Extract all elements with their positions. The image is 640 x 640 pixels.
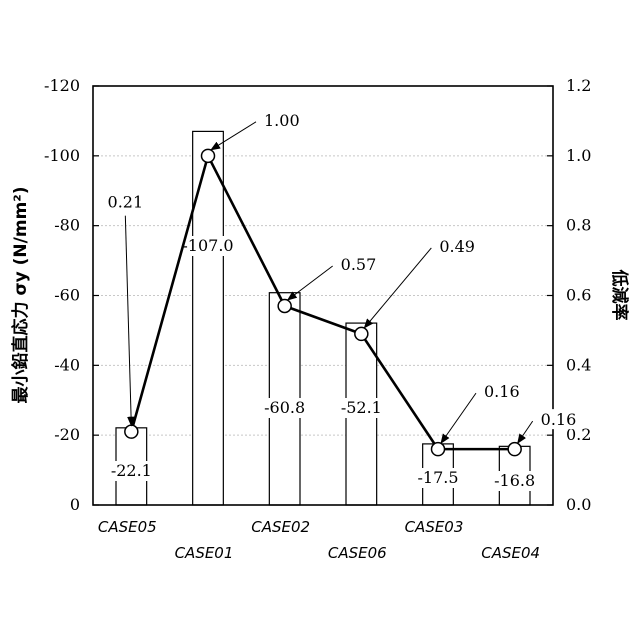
line-label-bg bbox=[480, 381, 524, 402]
right-tick-label: 0.6 bbox=[566, 286, 591, 305]
left-axis-title: 最小鉛直応力 σy (N/mm²) bbox=[10, 186, 31, 403]
right-tick-label: 0.8 bbox=[566, 216, 591, 235]
left-tick-label: 0 bbox=[70, 495, 80, 514]
label-arrow bbox=[363, 247, 432, 329]
line-label-bg bbox=[435, 235, 480, 256]
right-tick-label: 1.0 bbox=[566, 146, 591, 165]
bar-data-label: -17.5 bbox=[417, 468, 458, 487]
line-point bbox=[354, 326, 369, 342]
category-label: CASE04 bbox=[481, 544, 540, 562]
line-path bbox=[130, 154, 515, 451]
left-tick-label: -60 bbox=[54, 286, 80, 305]
line-series bbox=[124, 148, 522, 457]
bar-data-label: -52.1 bbox=[341, 398, 382, 417]
category-label: CASE06 bbox=[328, 544, 387, 562]
bar-data-label: -22.1 bbox=[111, 461, 152, 480]
line-data-label: 0.49 bbox=[439, 237, 475, 256]
label-arrow bbox=[517, 420, 534, 444]
left-tick-label: -20 bbox=[54, 425, 80, 444]
bar-label-bg bbox=[104, 461, 158, 481]
label-arrow bbox=[210, 121, 257, 151]
right-axis-title: 低減率 bbox=[609, 269, 630, 321]
right-axis-ticks: 0.0 0.2 0.4 0.6 0.8 1.0 1.2 bbox=[547, 76, 591, 514]
line-data-labels: 0.21 1.00 0.57 0.49 0.16 0.16 bbox=[103, 109, 581, 444]
left-tick-label: -120 bbox=[44, 76, 80, 95]
bar-data-label: -60.8 bbox=[264, 398, 305, 417]
label-arrow bbox=[124, 215, 136, 427]
category-labels: CASE05 CASE01 CASE02 CASE06 CASE03 CASE04 bbox=[98, 518, 540, 562]
left-tick-label: -80 bbox=[54, 216, 80, 235]
left-tick-label: -40 bbox=[54, 355, 80, 374]
line-point bbox=[200, 148, 216, 164]
line-data-label: 0.21 bbox=[108, 193, 144, 212]
line-label-bg bbox=[103, 191, 148, 212]
line-point bbox=[430, 441, 446, 457]
right-tick-label: 0.4 bbox=[566, 355, 591, 374]
left-tick-label: -100 bbox=[44, 146, 80, 165]
bar-label-bg bbox=[177, 236, 239, 256]
line-point bbox=[277, 298, 292, 314]
line-data-label: 0.16 bbox=[541, 410, 577, 429]
line-data-label: 1.00 bbox=[264, 111, 300, 130]
right-tick-label: 0.0 bbox=[566, 495, 591, 514]
bar-label-bg bbox=[258, 398, 312, 418]
label-arrow bbox=[286, 265, 333, 301]
bar-data-label: -107.0 bbox=[182, 236, 233, 255]
bar-label-bg bbox=[334, 398, 388, 418]
label-arrow bbox=[440, 392, 477, 444]
line-point bbox=[507, 441, 522, 457]
bar-label-bg bbox=[488, 471, 542, 491]
bar-data-labels: -22.1 -107.0 -60.8 -52.1 -17.5 -16.8 bbox=[104, 236, 542, 491]
line-label-bg bbox=[260, 109, 304, 130]
line-point bbox=[124, 424, 139, 439]
category-label: CASE05 bbox=[98, 518, 157, 536]
left-axis-ticks: 0 -20 -40 -60 -80 -100 -120 bbox=[44, 76, 99, 514]
line-data-label: 0.16 bbox=[484, 382, 520, 401]
category-label: CASE01 bbox=[175, 544, 234, 562]
right-tick-label: 0.2 bbox=[566, 425, 591, 444]
bar bbox=[192, 130, 224, 506]
line-label-bg bbox=[336, 253, 381, 274]
category-label: CASE02 bbox=[251, 518, 310, 536]
right-tick-label: 1.2 bbox=[566, 76, 591, 95]
line-data-label: 0.57 bbox=[341, 255, 377, 274]
line-label-bg bbox=[536, 409, 581, 430]
category-label: CASE03 bbox=[405, 518, 464, 536]
bar-label-bg bbox=[411, 468, 465, 488]
bar-data-label: -16.8 bbox=[494, 471, 535, 490]
